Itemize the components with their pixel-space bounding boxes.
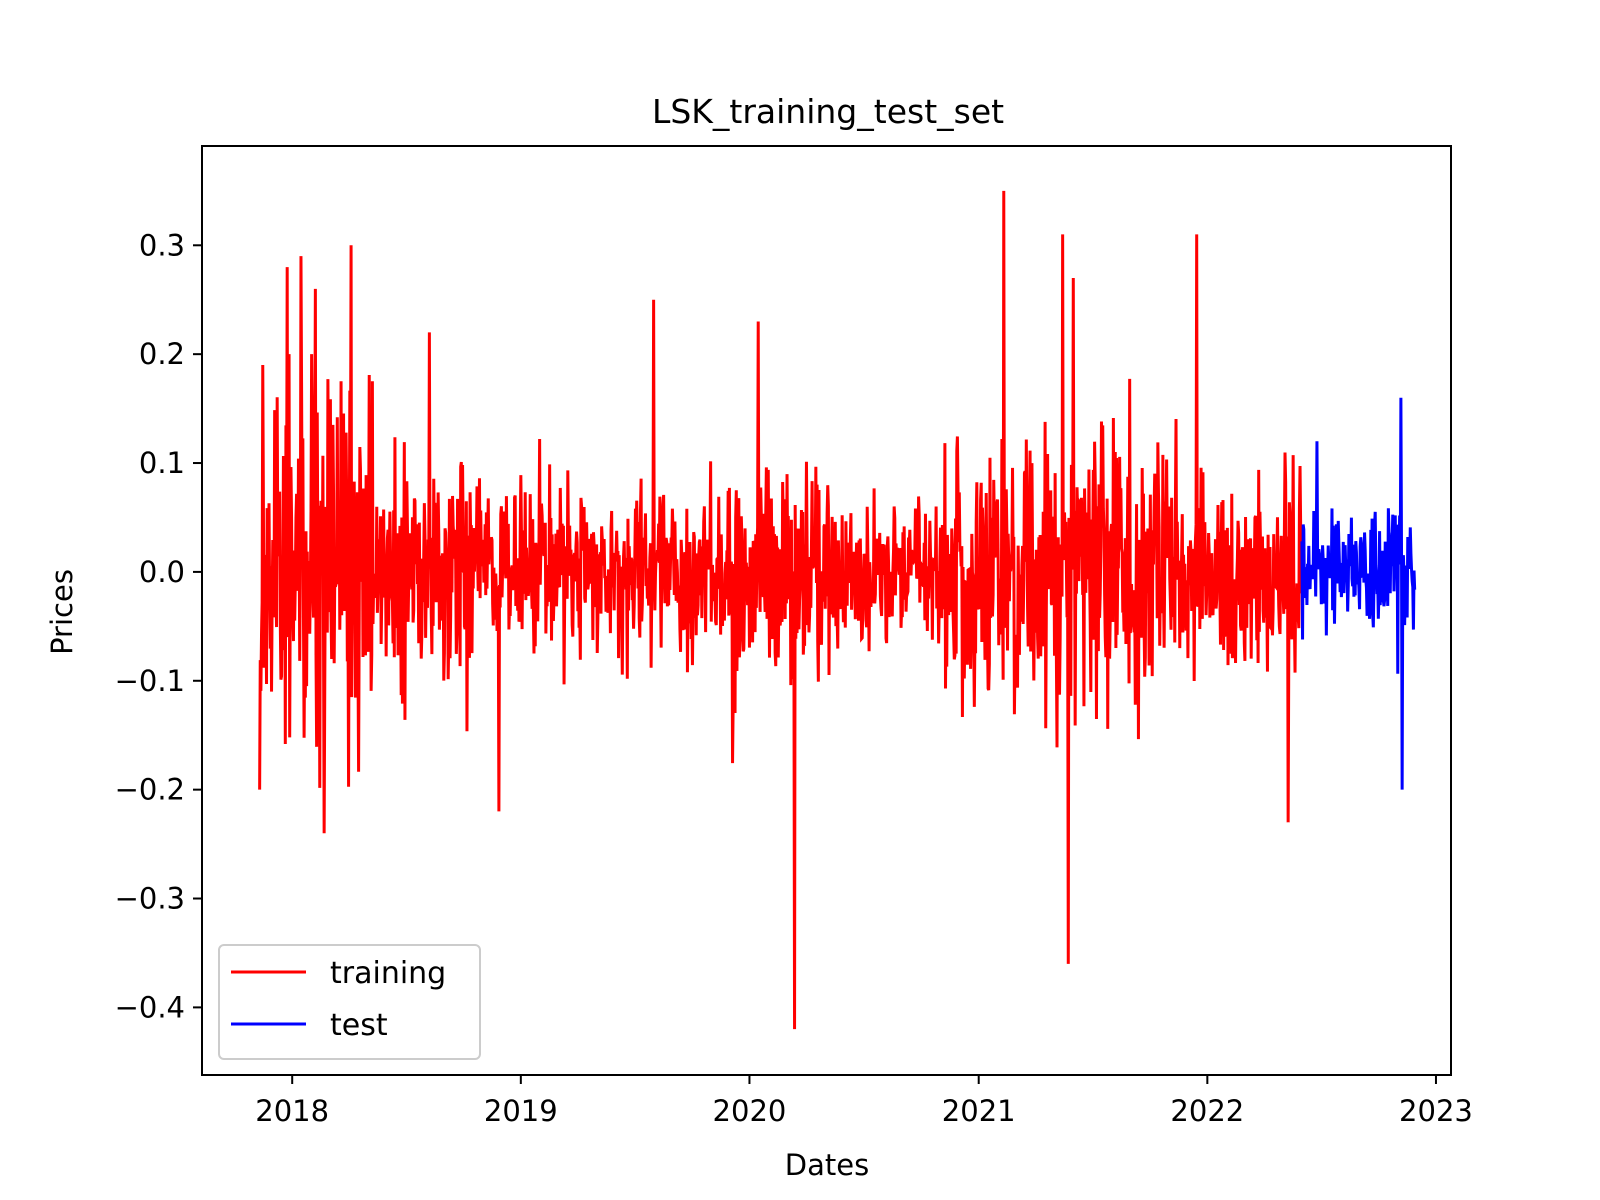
x-tick-label: 2019 [484,1094,558,1128]
series-line-test [1300,397,1417,790]
legend-label-test: test [330,1008,388,1043]
y-tick-label: 0.3 [139,228,185,262]
x-axis: 2018 2019 2020 2021 2022 2023 [255,1075,1473,1128]
y-tick-label: −0.4 [115,990,185,1024]
y-tick-label: −0.1 [115,664,185,698]
chart-title: LSK_training_test_set [652,92,1004,131]
y-tick-label: 0.2 [139,337,185,371]
y-tick-label: 0.0 [139,555,185,589]
legend: training test [218,944,481,1060]
x-tick-label: 2020 [713,1094,787,1128]
series-layer [258,190,1417,1030]
x-tick-label: 2018 [255,1094,329,1128]
x-tick-label: 2022 [1170,1094,1244,1128]
x-tick-label: 2021 [942,1094,1016,1128]
x-axis-label: Dates [785,1148,869,1182]
y-tick-label: −0.2 [115,773,185,807]
plot-frame [201,145,1452,1076]
legend-label-training: training [330,956,446,991]
y-axis-label: Prices [45,569,79,655]
y-axis: −0.4 −0.3 −0.2 −0.1 0.0 0.1 0.2 0.3 [115,228,202,1024]
y-tick-label: −0.3 [115,882,185,916]
y-tick-label: 0.1 [139,446,185,480]
x-tick-label: 2023 [1399,1094,1473,1128]
series-line-training [258,190,1304,1030]
